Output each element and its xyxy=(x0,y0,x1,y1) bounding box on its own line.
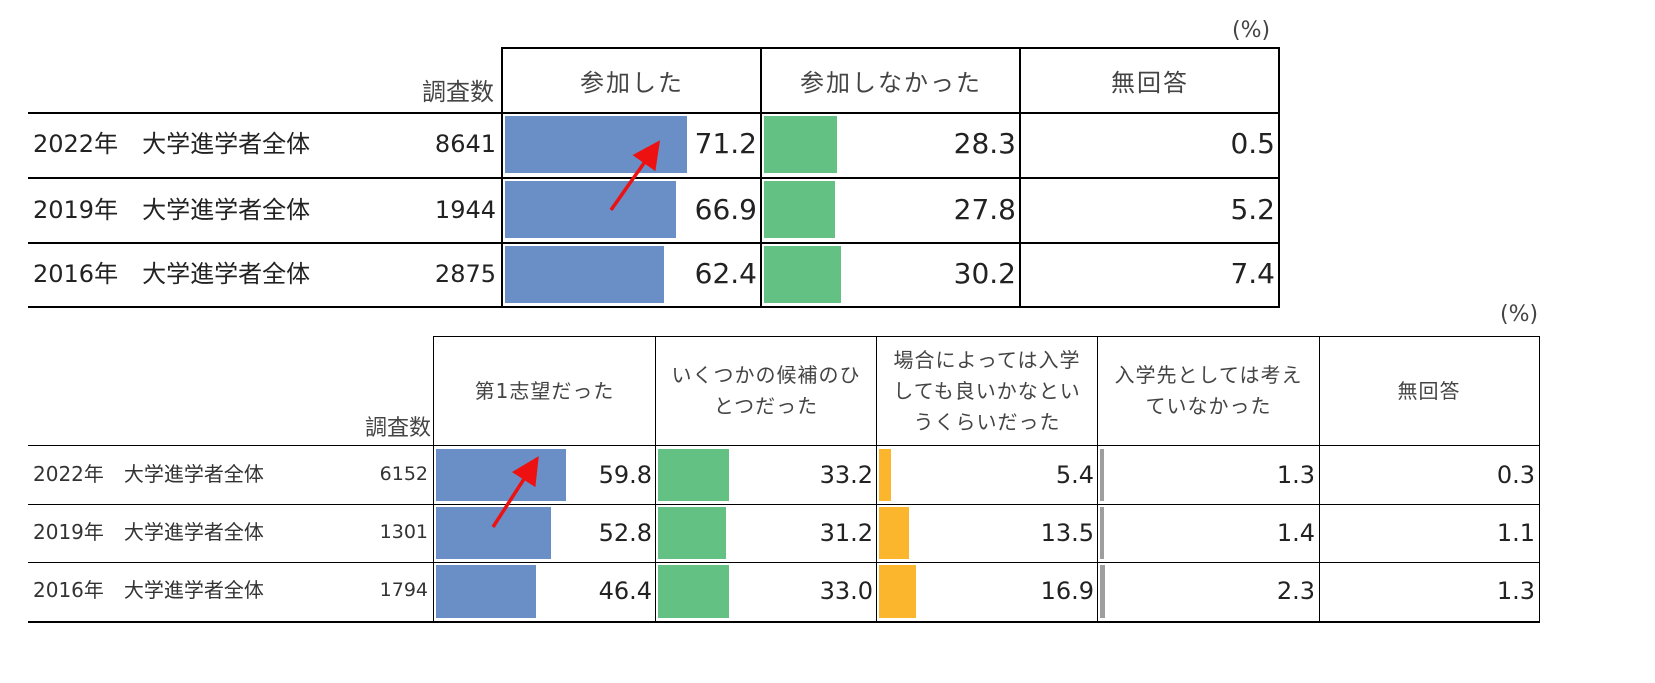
bar-one-of-candidates xyxy=(658,565,729,618)
col-header-no-answer: 無回答 xyxy=(1111,68,1189,97)
table-1-col-line xyxy=(501,47,503,308)
value-one-of-candidates: 31.2 xyxy=(819,519,873,547)
value-not-participated: 28.3 xyxy=(953,127,1016,160)
col-header-no-answer-2: 無回答 xyxy=(1397,378,1461,403)
bar-one-of-candidates xyxy=(658,507,726,559)
table-2-col-line xyxy=(1097,336,1098,623)
value-not-considered: 2.3 xyxy=(1276,577,1315,605)
table-2-row-line xyxy=(28,504,1540,505)
value-maybe: 16.9 xyxy=(1040,577,1094,605)
unit-label-1: (%) xyxy=(1232,18,1271,43)
bar-participated xyxy=(505,246,664,303)
table-1-border-bottom xyxy=(28,306,1280,308)
row-label: 2019年 大学進学者全体 xyxy=(33,196,311,224)
count-header-2: 調査数 xyxy=(365,416,432,441)
bar-maybe xyxy=(879,449,891,501)
col-header-first-choice: 第1志望だった xyxy=(474,378,615,403)
value-no-answer-2: 0.3 xyxy=(1496,461,1535,489)
row-count: 1301 xyxy=(379,521,428,543)
table-2-border-top xyxy=(434,336,1540,337)
bar-not-participated xyxy=(764,181,835,238)
value-no-answer-2: 1.3 xyxy=(1496,577,1535,605)
bar-first-choice xyxy=(436,449,566,501)
table-1-col-line xyxy=(760,47,762,308)
col-header-maybe: 場合によっては入学 しても良いかなとい うくらいだった xyxy=(893,347,1081,434)
bar-first-choice xyxy=(436,507,551,559)
col-header-not-participated: 参加しなかった xyxy=(800,68,982,97)
value-not-considered: 1.3 xyxy=(1276,461,1315,489)
row-label: 2019年 大学進学者全体 xyxy=(33,520,264,544)
value-no-answer: 5.2 xyxy=(1230,193,1275,226)
table-1-col-line xyxy=(1019,47,1021,308)
table-1-col-line xyxy=(1278,47,1280,308)
table-2-col-line xyxy=(655,336,656,623)
row-count: 2875 xyxy=(434,260,496,288)
table-1-row-line xyxy=(28,242,1280,244)
value-not-considered: 1.4 xyxy=(1276,519,1315,547)
value-first-choice: 46.4 xyxy=(598,577,652,605)
bar-participated xyxy=(505,116,687,173)
row-label: 2016年 大学進学者全体 xyxy=(33,260,311,288)
table-2-row-line xyxy=(28,445,1540,446)
value-not-participated: 27.8 xyxy=(953,193,1016,226)
value-no-answer-2: 1.1 xyxy=(1496,519,1535,547)
row-label: 2016年 大学進学者全体 xyxy=(33,578,264,602)
value-first-choice: 52.8 xyxy=(598,519,652,547)
table-2-col-line xyxy=(433,336,434,623)
value-not-participated: 30.2 xyxy=(953,257,1016,290)
table-1-row-line xyxy=(28,177,1280,179)
bar-not-considered xyxy=(1100,507,1104,559)
bar-one-of-candidates xyxy=(658,449,729,501)
table-2-col-line xyxy=(1539,336,1540,623)
value-no-answer: 0.5 xyxy=(1230,127,1275,160)
value-participated: 71.2 xyxy=(694,127,757,160)
row-count: 8641 xyxy=(434,130,496,158)
bar-not-participated xyxy=(764,246,841,303)
value-no-answer: 7.4 xyxy=(1230,257,1275,290)
table-1-row-line xyxy=(28,112,1280,114)
table-2-border-bottom xyxy=(28,621,1540,623)
bar-first-choice xyxy=(436,565,536,618)
bar-not-considered xyxy=(1100,449,1104,501)
table-2-col-line xyxy=(876,336,877,623)
bar-not-participated xyxy=(764,116,837,173)
value-first-choice: 59.8 xyxy=(598,461,652,489)
unit-label-2: (%) xyxy=(1500,302,1539,327)
row-count: 1944 xyxy=(434,196,496,224)
bar-maybe xyxy=(879,565,916,618)
row-count: 1794 xyxy=(379,579,428,601)
bar-not-considered xyxy=(1100,565,1105,618)
value-maybe: 5.4 xyxy=(1055,461,1094,489)
value-maybe: 13.5 xyxy=(1040,519,1094,547)
table-2-row-line xyxy=(28,562,1540,563)
count-header-1: 調査数 xyxy=(422,78,494,106)
row-count: 6152 xyxy=(379,463,428,485)
row-label: 2022年 大学進学者全体 xyxy=(33,462,264,486)
table-2-col-line xyxy=(1319,336,1320,623)
value-participated: 62.4 xyxy=(694,257,757,290)
bar-maybe xyxy=(879,507,909,559)
value-one-of-candidates: 33.0 xyxy=(819,577,873,605)
table-1-border-top xyxy=(502,47,1280,49)
row-label: 2022年 大学進学者全体 xyxy=(33,130,311,158)
value-one-of-candidates: 33.2 xyxy=(819,461,873,489)
col-header-participated: 参加した xyxy=(580,68,684,97)
bar-participated xyxy=(505,181,676,238)
col-header-one-of-candidates: いくつかの候補のひ とつだった xyxy=(671,363,861,418)
value-participated: 66.9 xyxy=(694,193,757,226)
col-header-not-considered: 入学先としては考え ていなかった xyxy=(1114,363,1303,418)
